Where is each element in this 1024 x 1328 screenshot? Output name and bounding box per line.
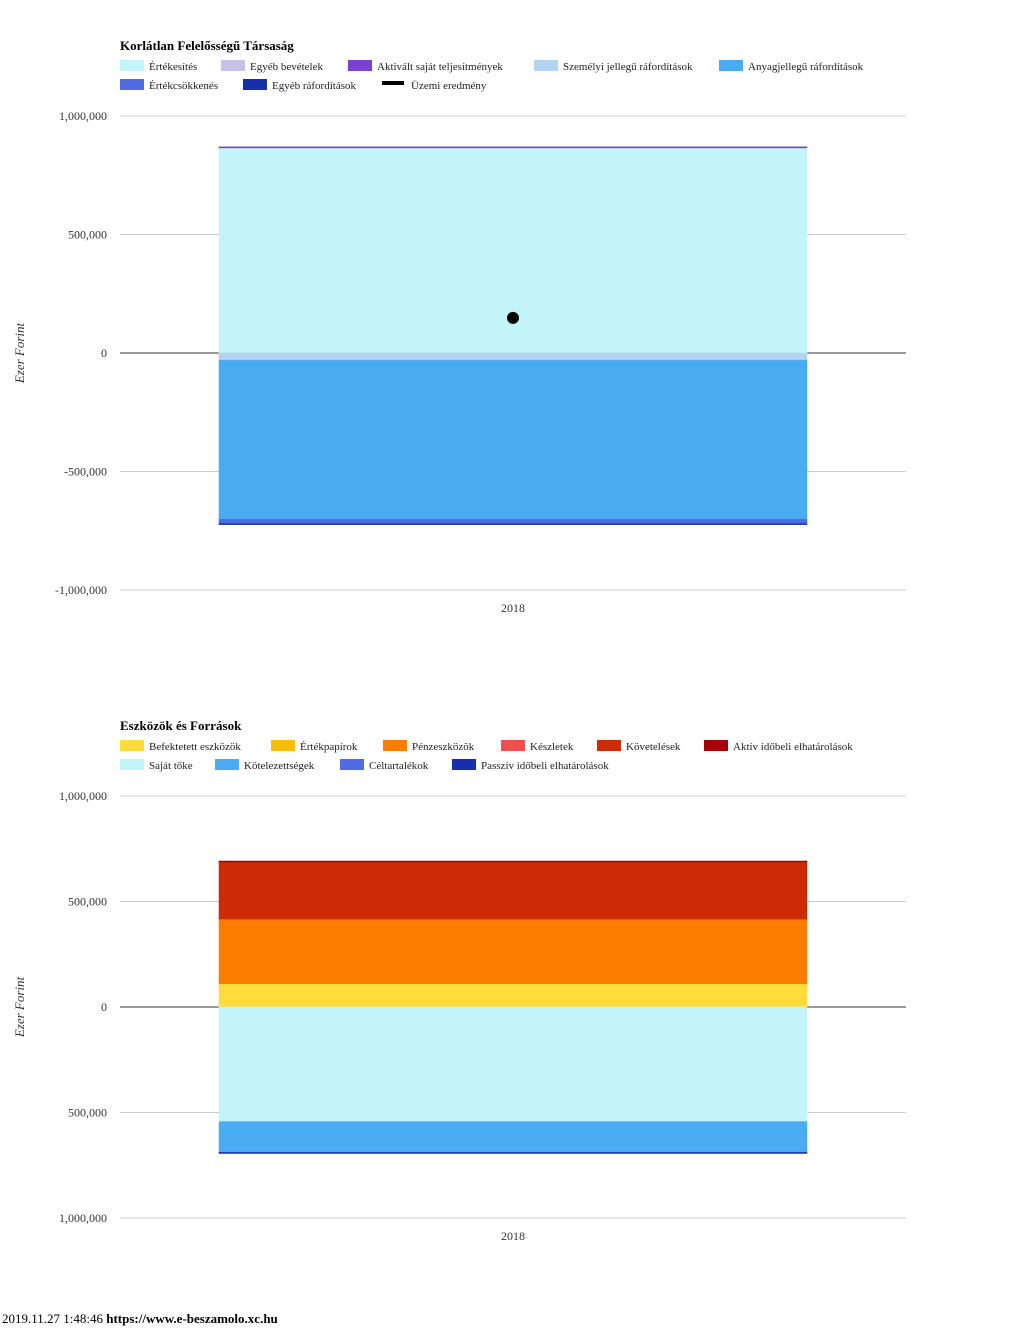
legend-item: Értékesítés [149, 61, 197, 73]
bar-segment [218, 523, 808, 525]
legend-swatch [243, 79, 267, 90]
legend-item: Aktív időbeli elhatárolások [733, 741, 853, 753]
legend-item: Egyéb bevételek [250, 61, 323, 73]
legend-swatch [501, 740, 525, 751]
legend-swatch [120, 60, 144, 71]
bar-segment [218, 359, 808, 520]
legend-item: Készletek [530, 741, 574, 753]
legend-item: Aktivált saját teljesítmények [377, 61, 503, 73]
legend-item: Saját tőke [149, 760, 193, 772]
legend-swatch [597, 740, 621, 751]
chart-title: Eszközök és Források [120, 718, 242, 733]
legend-swatch [120, 79, 144, 90]
x-tick-label: 2018 [501, 601, 525, 615]
y-tick-label: 1,000,000 [59, 109, 107, 123]
legend-swatch [215, 759, 239, 770]
y-tick-label: -500,000 [64, 465, 107, 479]
chart-title: Korlátlan Felelősségű Társaság [120, 38, 294, 53]
legend-item: Befektetett eszközök [149, 741, 241, 753]
legend-item: Kötelezettségek [244, 760, 315, 772]
legend-swatch [719, 60, 743, 71]
y-axis-label: Ezer Forint [12, 322, 27, 384]
y-tick-label: 500,000 [68, 228, 107, 242]
bar-segment [218, 352, 808, 361]
legend-item: Értékcsökkenés [149, 80, 218, 92]
bar-segment [218, 1006, 808, 1122]
legend-item: Értékpapírok [300, 741, 358, 753]
legend-item: Anyagjellegű ráfordítások [748, 61, 864, 73]
y-tick-label: -1,000,000 [55, 583, 107, 597]
legend-item: Üzemi eredmény [411, 80, 487, 92]
legend-item: Követelések [626, 741, 681, 753]
y-tick-label: 0 [101, 346, 107, 360]
legend-item: Céltartalékok [369, 760, 429, 772]
footer: 2019.11.27 1:48:46 https://www.e-beszamo… [2, 1311, 278, 1327]
y-axis-label: Ezer Forint [12, 976, 27, 1038]
legend-item: Egyéb ráfordítások [272, 80, 356, 92]
x-tick-label: 2018 [501, 1229, 525, 1243]
y-tick-label: 1,000,000 [59, 1211, 107, 1225]
legend-item: Pénzeszközök [412, 741, 475, 753]
legend-swatch [534, 60, 558, 71]
result-point [507, 311, 519, 324]
legend-swatch [340, 759, 364, 770]
legend-swatch [704, 740, 728, 751]
legend-swatch [120, 740, 144, 751]
legend-swatch [452, 759, 476, 770]
bar-segment [218, 860, 808, 863]
legend-swatch [383, 740, 407, 751]
footer-url[interactable]: https://www.e-beszamolo.xc.hu [106, 1311, 278, 1326]
bar-segment [218, 1121, 808, 1153]
bar-segment [218, 146, 808, 149]
y-tick-label: 500,000 [68, 1106, 107, 1120]
legend-swatch [221, 60, 245, 71]
footer-timestamp: 2019.11.27 1:48:46 [2, 1311, 103, 1326]
legend-swatch [271, 740, 295, 751]
y-tick-label: 0 [101, 1000, 107, 1014]
legend-swatch [382, 81, 404, 85]
bar-segment [218, 861, 808, 920]
legend-item: Személyi jellegű ráfordítások [563, 61, 693, 73]
legend-item: Passzív időbeli elhatárolások [481, 760, 609, 772]
y-tick-label: 1,000,000 [59, 789, 107, 803]
bar-segment [218, 983, 808, 1008]
legend-swatch [348, 60, 372, 71]
legend-swatch [120, 759, 144, 770]
bar-segment [218, 1152, 808, 1154]
bar-segment [218, 919, 808, 985]
bar-segment [218, 519, 808, 524]
y-tick-label: 500,000 [68, 895, 107, 909]
